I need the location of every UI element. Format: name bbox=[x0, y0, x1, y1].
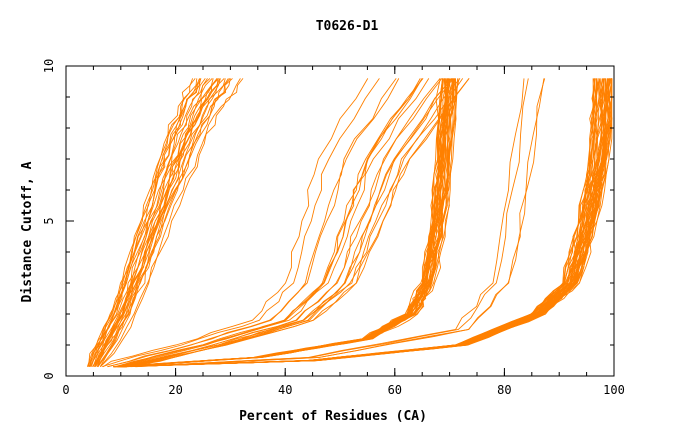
curve-0-10 bbox=[94, 78, 218, 367]
curve-1-9 bbox=[102, 78, 380, 368]
curve-0-24 bbox=[97, 78, 233, 367]
curve-2-28 bbox=[117, 78, 457, 368]
curve-group bbox=[86, 78, 613, 368]
curve-2-32 bbox=[114, 78, 449, 368]
chart-title: T0626-D1 bbox=[316, 19, 379, 34]
curve-0-15 bbox=[100, 78, 241, 367]
y-axis-title: Distance Cutoff, A bbox=[20, 161, 35, 302]
x-tick-label: 20 bbox=[168, 383, 182, 397]
curve-1-17 bbox=[126, 78, 454, 368]
y-tick-label: 10 bbox=[42, 59, 56, 73]
curve-1-0 bbox=[117, 78, 430, 368]
curve-1-13 bbox=[114, 78, 421, 368]
curve-2-19 bbox=[115, 78, 451, 368]
axes-group: 0 20 40 60 80 100 0 5 10 bbox=[42, 59, 625, 397]
curve-2-10 bbox=[115, 78, 452, 368]
curve-1-10 bbox=[115, 78, 423, 368]
curve-0-23 bbox=[88, 78, 202, 367]
curve-3-2 bbox=[130, 78, 529, 368]
curve-0-1 bbox=[87, 78, 196, 367]
curve-0-7 bbox=[90, 78, 208, 367]
y-tick-label: 5 bbox=[42, 217, 56, 224]
x-tick-label: 0 bbox=[62, 383, 69, 397]
curve-0-5 bbox=[94, 78, 219, 367]
x-tick-label: 80 bbox=[497, 383, 511, 397]
curve-1-16 bbox=[126, 78, 470, 368]
curve-1-11 bbox=[102, 78, 369, 368]
curve-0-20 bbox=[97, 78, 226, 367]
curve-0-14 bbox=[97, 78, 229, 367]
x-tick-label: 40 bbox=[278, 383, 292, 397]
curve-1-15 bbox=[119, 78, 443, 368]
y-tick-label: 0 bbox=[42, 372, 56, 379]
curve-1-3 bbox=[115, 78, 423, 368]
curve-1-7 bbox=[125, 78, 464, 368]
curve-0-9 bbox=[89, 78, 200, 367]
curve-0-3 bbox=[89, 78, 206, 367]
curve-4-44 bbox=[123, 78, 611, 368]
x-tick-label: 100 bbox=[603, 383, 625, 397]
curve-0-13 bbox=[96, 78, 225, 367]
curve-0-6 bbox=[94, 78, 221, 367]
curve-2-22 bbox=[116, 78, 454, 368]
curve-4-6 bbox=[123, 78, 613, 368]
curve-0-18 bbox=[94, 78, 220, 367]
curve-4-24 bbox=[118, 78, 598, 368]
curve-0-25 bbox=[94, 78, 218, 367]
curve-4-21 bbox=[119, 78, 601, 368]
curve-0-19 bbox=[88, 78, 198, 367]
curve-2-33 bbox=[113, 78, 443, 368]
curve-4-4 bbox=[120, 78, 605, 368]
curve-0-17 bbox=[92, 78, 213, 367]
curve-2-16 bbox=[113, 78, 441, 368]
curve-4-7 bbox=[120, 78, 605, 368]
curve-0-16 bbox=[100, 78, 244, 368]
curve-3-3 bbox=[136, 78, 546, 368]
x-tick-label: 60 bbox=[388, 383, 402, 397]
curve-0-2 bbox=[92, 78, 211, 367]
x-axis-title: Percent of Residues (CA) bbox=[239, 409, 427, 424]
curve-1-6 bbox=[107, 78, 397, 368]
curve-4-15 bbox=[120, 78, 604, 368]
curve-2-18 bbox=[115, 78, 452, 368]
curve-0-22 bbox=[99, 78, 231, 367]
curve-0-11 bbox=[88, 78, 194, 367]
